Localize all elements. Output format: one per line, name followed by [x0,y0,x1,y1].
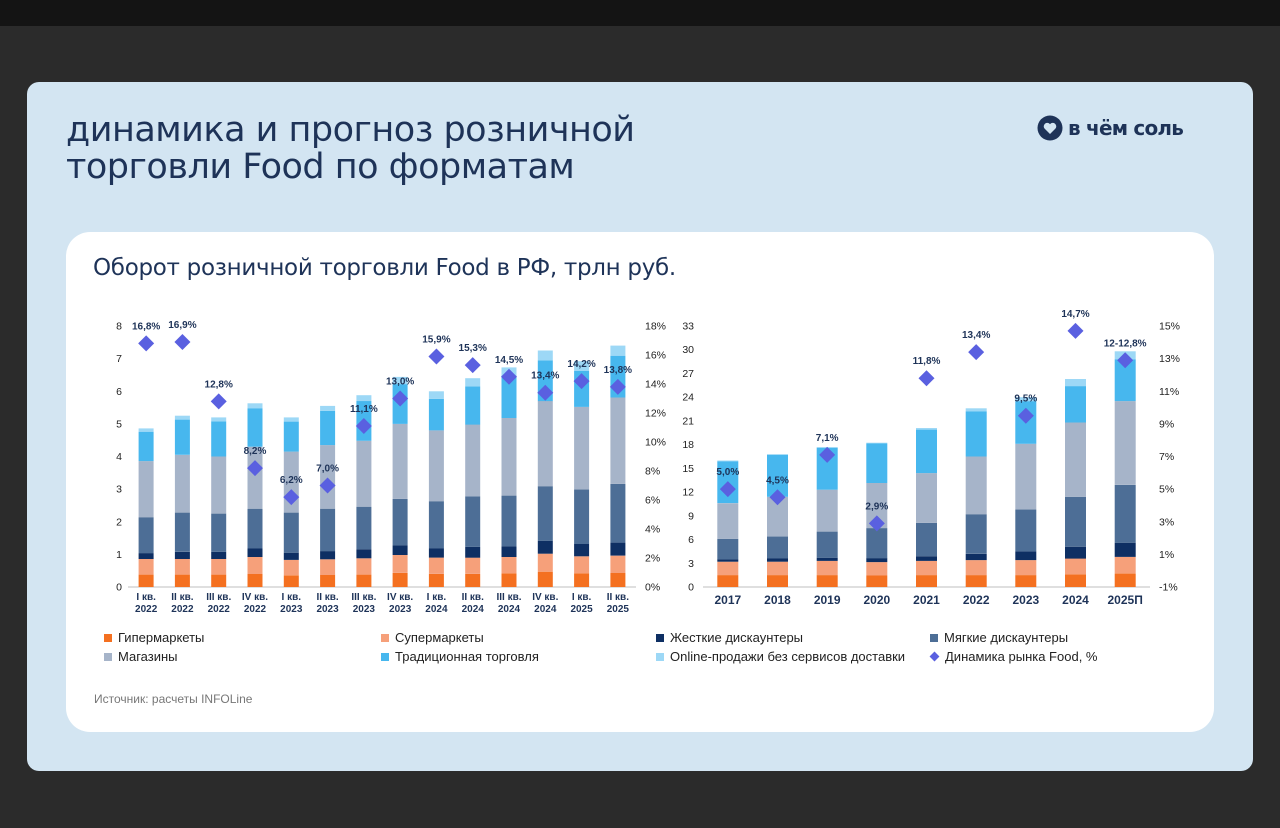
title-line-1: динамика и прогноз розничной [66,110,635,150]
legend-swatch [381,652,389,661]
legend-label: Жесткие дискаунтеры [670,630,804,645]
legend-swatch [381,633,389,642]
legend-diamond-icon [929,651,940,662]
legend-swatch [930,633,938,642]
legend-label: Online-продажи без сервисов доставки [670,649,906,664]
legend-item: Жесткие дискаунтеры [656,630,803,645]
legend-item: Традиционная торговля [381,649,539,664]
legend-swatch [104,633,112,642]
legend: Гипермаркеты Супермаркеты Жесткие дискаунт… [104,630,1204,670]
legend-item: Магазины [104,649,178,664]
legend-label: Супермаркеты [395,630,484,645]
legend-label: Гипермаркеты [118,630,205,645]
legend-label: Мягкие дискаунтеры [944,630,1069,645]
legend-swatch [656,633,664,642]
source-note: Источник: расчеты INFOLine [94,692,253,706]
top-bar [0,0,1280,26]
legend-item: Супермаркеты [381,630,484,645]
slide-title: динамика и прогноз розничной торговли Fo… [66,112,706,186]
legend-item: Гипермаркеты [104,630,204,645]
title-line-2: торговли Food по форматам [66,147,575,187]
legend-label: Динамика рынка Food, % [945,649,1098,664]
chart-title: Оборот розничной торговли Food в РФ, трл… [93,255,676,281]
legend-item: Динамика рынка Food, % [929,649,1098,664]
legend-item: Мягкие дискаунтеры [930,630,1068,645]
legend-swatch [104,652,112,661]
logo-text: в чём соль [1068,116,1184,140]
legend-swatch [656,652,664,661]
legend-label: Магазины [118,649,178,664]
logo: в чём соль [1037,113,1184,143]
legend-label: Традиционная торговля [395,649,539,664]
legend-item: Online-продажи без сервисов доставки [656,649,905,664]
heart-icon [1037,115,1063,141]
